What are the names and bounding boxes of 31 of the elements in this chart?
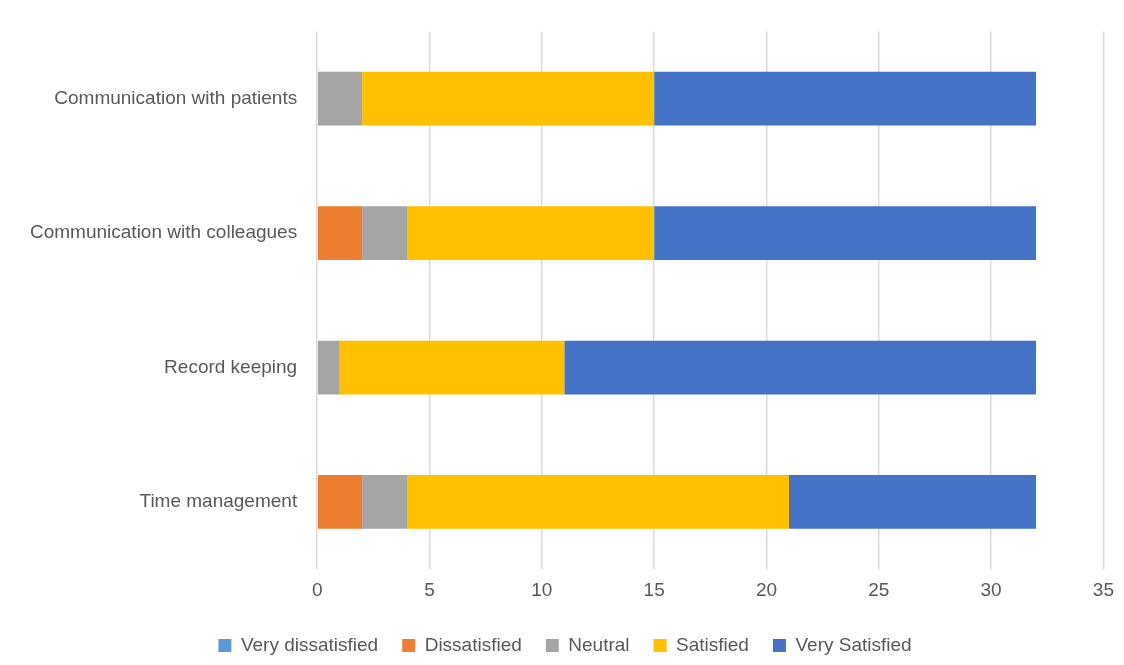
x-tick-label: 15 — [643, 578, 665, 600]
legend-label: Very dissatisfied — [240, 633, 379, 655]
bar — [317, 340, 340, 395]
y-tick-label: Communication with patients — [54, 86, 298, 108]
bar — [407, 206, 655, 260]
x-tick-label: 25 — [868, 578, 890, 600]
bar — [362, 71, 655, 126]
bar — [654, 206, 1037, 260]
x-tick-label: 10 — [531, 578, 553, 600]
bar — [407, 475, 789, 529]
bar — [339, 340, 565, 395]
y-tick-label: Communication with colleagues — [30, 221, 298, 243]
x-tick-label: 20 — [755, 578, 778, 600]
bar — [362, 475, 408, 529]
bar — [317, 475, 363, 529]
legend-label: Very Satisfied — [795, 633, 912, 655]
bar — [317, 71, 363, 126]
bar — [564, 340, 1037, 395]
legend-label: Satisfied — [676, 633, 749, 655]
x-tick-label: 30 — [980, 578, 1002, 600]
bar — [317, 206, 363, 260]
x-tick-label: 35 — [1092, 578, 1114, 600]
bar — [654, 71, 1037, 126]
legend-label: Neutral — [568, 633, 630, 655]
bar — [788, 475, 1037, 529]
y-tick-label: Record keeping — [164, 355, 298, 377]
bar — [362, 206, 408, 260]
x-tick-label: 0 — [311, 578, 323, 600]
y-tick-label: Time management — [139, 490, 298, 512]
x-tick-label: 5 — [424, 578, 435, 600]
legend-label: Dissatisfied — [424, 633, 522, 655]
